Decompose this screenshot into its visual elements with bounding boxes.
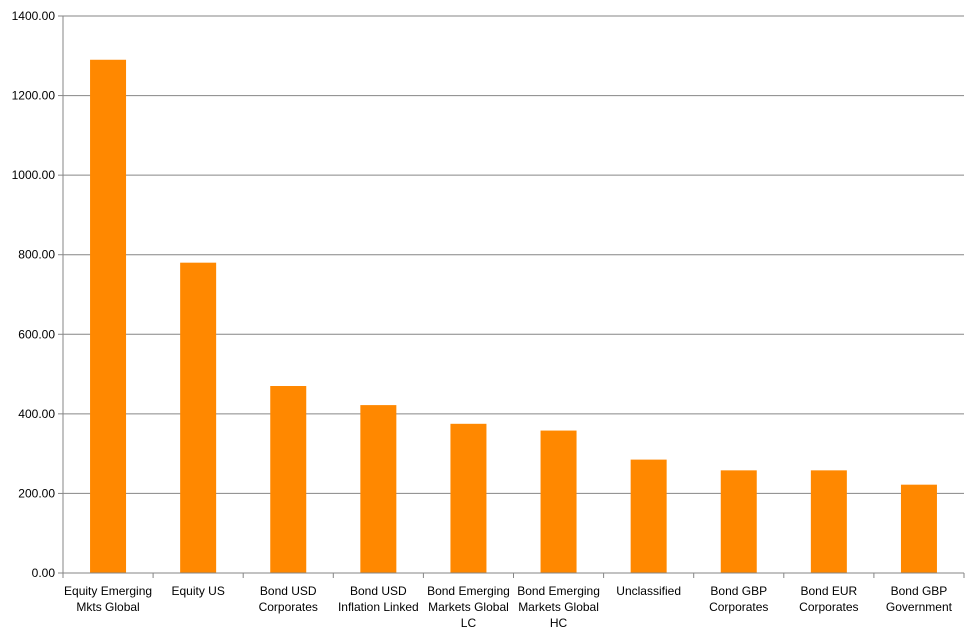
bar [360, 405, 397, 573]
x-category-label: Bond EUR Corporates [799, 584, 858, 614]
x-category-label: Equity Emerging Mkts Global [64, 584, 152, 614]
bar [540, 430, 577, 573]
x-category-label: Bond GBP Corporates [709, 584, 768, 614]
bar [630, 459, 667, 573]
axes [62, 16, 965, 578]
y-tick-label: 200.00 [18, 486, 55, 500]
y-tick-label: 800.00 [18, 248, 55, 262]
y-axis-tick-labels: 0.00 200.00 400.00 600.00 800.00 1000.00 1200.… [12, 9, 56, 580]
x-category-label: Bond Emerging Markets Global LC [427, 584, 510, 630]
x-category-label: Equity US [171, 584, 224, 598]
bars [90, 59, 937, 574]
x-category-label: Bond USD Corporates [259, 584, 318, 614]
bar [720, 470, 757, 573]
bar [90, 59, 127, 574]
y-tick-label: 1400.00 [12, 9, 56, 23]
y-tick-label: 1000.00 [12, 168, 56, 182]
x-category-label: Bond GBP Government [886, 584, 953, 614]
x-axis-category-labels: Equity Emerging Mkts Global Equity US Bond … [64, 584, 953, 630]
bar [270, 386, 307, 573]
y-tick-label: 400.00 [18, 407, 55, 421]
bar [900, 484, 937, 573]
x-category-label: Bond USD Inflation Linked [338, 584, 419, 614]
x-category-label: Bond Emerging Markets Global HC [517, 584, 600, 630]
bar [450, 423, 487, 573]
y-tick-label: 0.00 [32, 566, 56, 580]
x-category-label: Unclassified [616, 584, 681, 598]
y-tick-label: 1200.00 [12, 89, 56, 103]
y-tick-label: 600.00 [18, 327, 55, 341]
bar [810, 470, 847, 573]
bar [180, 262, 217, 573]
